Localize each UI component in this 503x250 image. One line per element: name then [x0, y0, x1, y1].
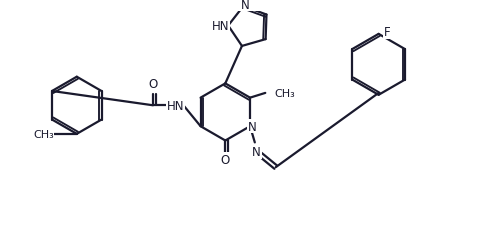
Text: CH₃: CH₃ [33, 129, 54, 139]
Text: N: N [247, 120, 257, 133]
Text: CH₃: CH₃ [275, 88, 296, 99]
Text: O: O [148, 78, 157, 90]
Text: F: F [383, 26, 390, 39]
Text: HN: HN [167, 99, 185, 112]
Text: HN: HN [212, 20, 229, 33]
Text: N: N [253, 146, 261, 159]
Text: N: N [241, 0, 249, 12]
Text: O: O [221, 154, 230, 166]
